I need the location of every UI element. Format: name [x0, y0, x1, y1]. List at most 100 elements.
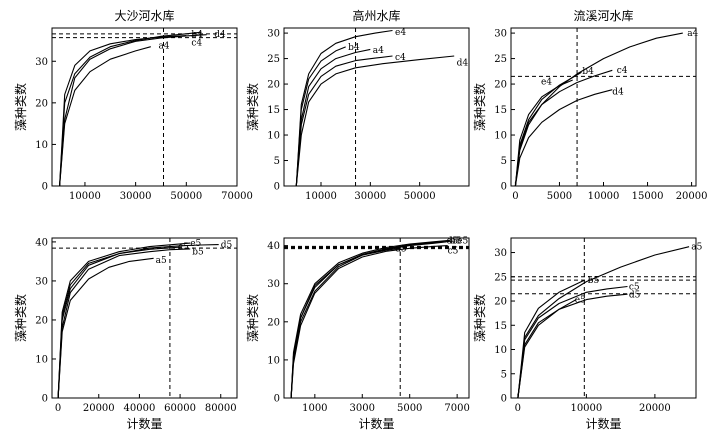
series-label: a5 [691, 243, 702, 253]
y-tick-label: 0 [274, 394, 280, 405]
series-curve-b5 [57, 248, 191, 399]
x-tick-label: 10000 [570, 403, 602, 414]
series-curve-b5 [517, 279, 585, 399]
series-label: b5 [192, 247, 204, 257]
series-curve-c5 [290, 245, 448, 399]
panel-title: 高州水库 [352, 8, 400, 23]
x-tick-label: 0 [55, 403, 61, 414]
y-tick-label: 0 [501, 182, 507, 193]
series-label: e4 [541, 78, 552, 88]
series-label: d5 [446, 237, 458, 247]
series-label: b5 [588, 276, 600, 286]
series-label: c4 [617, 66, 628, 76]
series-label: e5 [190, 239, 201, 249]
series-curve-c4 [514, 69, 613, 187]
x-tick-label: 0 [515, 403, 521, 414]
y-tick-label: 40 [267, 241, 280, 252]
series-curve-e5 [517, 299, 577, 399]
series-curve-c4 [59, 34, 187, 187]
plot-frame [510, 237, 697, 399]
series-label: c4 [191, 39, 202, 49]
plot-frame [283, 237, 470, 399]
series-label: d4 [612, 88, 624, 98]
y-tick-label: 20 [494, 80, 507, 91]
series-curve-c5 [517, 285, 628, 399]
x-tick-label: 20000 [676, 191, 708, 202]
series-label: c4 [395, 53, 406, 63]
x-tick-label: 10000 [69, 191, 101, 202]
y-tick-label: 0 [274, 182, 280, 193]
panel-title: 大沙河水库 [114, 8, 174, 23]
series-label: c5 [448, 247, 459, 257]
series-curve-a5 [57, 257, 154, 399]
y-tick-label: 0 [501, 394, 507, 405]
x-tick-label: 3000 [350, 403, 375, 414]
x-axis-label: 计数量 [358, 416, 394, 431]
series-curve-e5 [57, 242, 191, 399]
x-tick-label: 20000 [639, 403, 671, 414]
series-label: d5 [221, 241, 233, 251]
series-label: d5 [629, 291, 641, 301]
series-curve-c5 [57, 246, 183, 399]
y-axis-label: 藻种类数 [472, 294, 487, 342]
y-tick-label: 25 [494, 272, 507, 283]
plot-frame [283, 27, 470, 187]
panel-4: 0 20000 40000 60000 80000 0 10 20 30 40 计数量 藻种类数 e5 d… [13, 237, 238, 431]
x-tick-label: 60000 [164, 403, 196, 414]
x-tick-label: 30000 [120, 191, 152, 202]
y-tick-label: 30 [494, 29, 507, 40]
y-tick-label: 10 [35, 354, 48, 365]
panel-title: 流溪河水库 [573, 8, 633, 23]
series-label: e5 [457, 237, 468, 247]
y-tick-label: 0 [42, 182, 48, 193]
x-tick-label: 30000 [354, 191, 386, 202]
plot-frame [51, 27, 238, 187]
y-tick-label: 15 [494, 105, 507, 116]
y-axis-label: 藻种类数 [13, 83, 28, 131]
series-curve-e5 [290, 240, 455, 399]
y-tick-label: 10 [267, 355, 280, 366]
y-tick-label: 5 [501, 156, 507, 167]
y-tick-label: 10 [494, 131, 507, 142]
y-tick-label: 30 [267, 29, 280, 40]
series-curve-d4 [59, 34, 207, 187]
series-label: a4 [373, 46, 384, 56]
x-tick-label: 50000 [170, 191, 202, 202]
y-axis-label: 藻种类数 [245, 294, 260, 342]
y-tick-label: 10 [267, 131, 280, 142]
series-curve-c4 [295, 55, 393, 187]
series-label: a5 [156, 256, 167, 266]
x-tick-label: 10000 [588, 191, 620, 202]
series-curve-d4 [514, 89, 613, 187]
x-tick-label: 5000 [397, 403, 422, 414]
y-tick-label: 20 [494, 297, 507, 308]
x-tick-label: 0 [512, 191, 518, 202]
y-tick-label: 30 [35, 276, 48, 287]
plot-frame [51, 237, 238, 399]
x-tick-label: 5000 [547, 191, 572, 202]
y-tick-label: 20 [35, 315, 48, 326]
plot-frame [510, 27, 697, 187]
panel-3: 0 5000 10000 15000 20000 0 5 10 15 20 25 30 流溪河水库藻种类… [472, 8, 708, 202]
x-tick-label: 1000 [302, 403, 327, 414]
x-tick-label: 20000 [83, 403, 115, 414]
y-axis-label: 藻种类数 [245, 83, 260, 131]
series-curve-b4 [514, 71, 582, 187]
series-curve-b5 [290, 239, 451, 399]
x-tick-label: 10000 [305, 191, 337, 202]
x-tick-label: 7000 [444, 403, 469, 414]
series-label: a4 [158, 41, 169, 51]
series-label: c5 [629, 282, 640, 292]
series-curve-a5 [290, 247, 401, 399]
y-tick-label: 20 [35, 98, 48, 109]
x-axis-label: 计数量 [585, 416, 621, 431]
x-tick-label: 70000 [221, 191, 253, 202]
series-label: b5 [450, 237, 462, 247]
y-tick-label: 10 [494, 345, 507, 356]
series-curve-a5 [517, 246, 690, 399]
series-curve-b4 [295, 46, 346, 187]
